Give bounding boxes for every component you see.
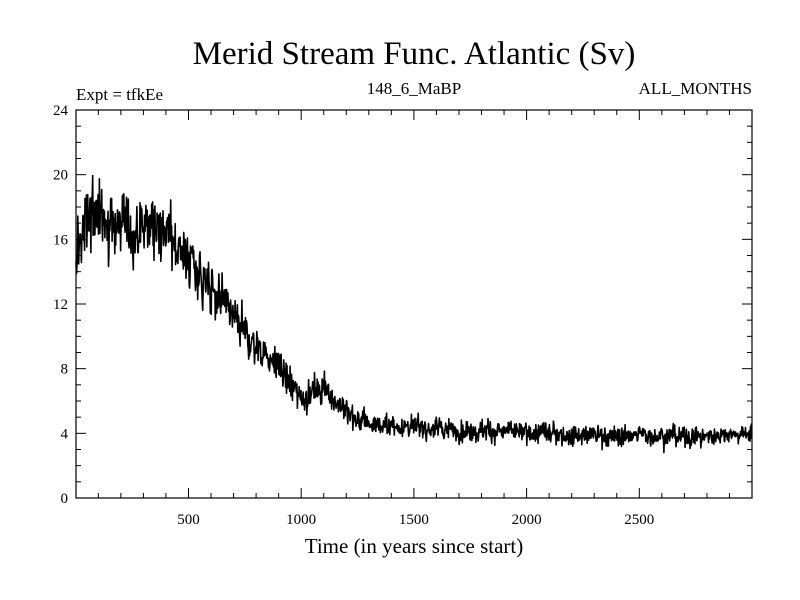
series-line	[75, 174, 753, 454]
dataset-label: 148_6_MaBP	[367, 79, 461, 98]
x-axis-title: Time (in years since start)	[305, 534, 524, 558]
y-tick-label: 12	[53, 297, 68, 313]
y-tick-label: 24	[53, 103, 69, 119]
series-layer	[75, 174, 753, 454]
y-tick-label: 16	[53, 232, 69, 248]
x-tick-label: 1500	[399, 512, 429, 528]
x-tick-label: 500	[177, 512, 200, 528]
y-tick-label: 0	[61, 491, 69, 507]
chart-title: Merid Stream Func. Atlantic (Sv)	[193, 36, 636, 72]
y-tick-label: 4	[61, 426, 69, 442]
experiment-label: Expt = tfkEe	[76, 85, 163, 104]
x-tick-label: 2000	[512, 512, 542, 528]
y-tick-label: 20	[53, 168, 68, 184]
x-tick-label: 2500	[624, 512, 654, 528]
ticks-layer: 500 1000 1500 2000 2500 0 4 8 12 16 20 24	[53, 103, 752, 528]
x-tick-label: 1000	[286, 512, 316, 528]
plot-frame	[75, 109, 753, 499]
period-label: ALL_MONTHS	[639, 79, 752, 98]
y-tick-label: 8	[61, 362, 69, 378]
